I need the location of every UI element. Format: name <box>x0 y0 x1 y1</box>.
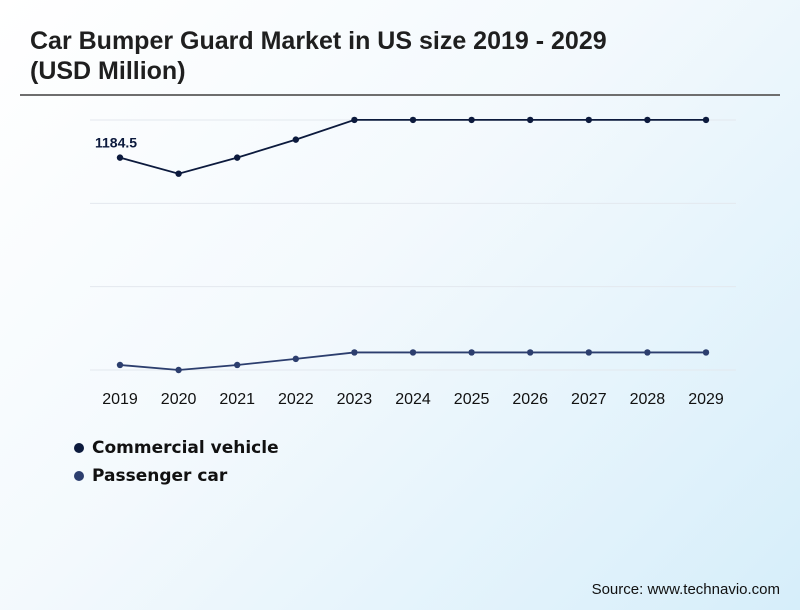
x-tick-label: 2021 <box>219 391 255 408</box>
x-tick-label: 2022 <box>278 391 314 408</box>
data-label: 1184.5 <box>95 135 137 151</box>
data-point <box>351 349 358 356</box>
data-point <box>585 349 592 356</box>
legend-item: Commercial vehicle <box>74 434 279 462</box>
data-point <box>644 349 651 356</box>
data-point <box>585 116 592 124</box>
x-tick-label: 2023 <box>337 391 373 408</box>
legend-marker-icon <box>74 471 84 481</box>
data-point <box>409 349 417 356</box>
data-point <box>292 136 299 143</box>
data-point <box>468 349 475 356</box>
data-point <box>527 116 534 124</box>
data-point <box>702 349 710 356</box>
data-point <box>116 361 124 369</box>
data-point <box>175 366 182 374</box>
line-chart: 2019 2020 2021 2022 2023 2024 2025 2026 2027 2028… <box>90 116 736 408</box>
x-tick-label: 2020 <box>161 391 197 408</box>
data-point <box>175 170 182 177</box>
data-point <box>292 355 299 363</box>
data-point <box>116 154 124 161</box>
data-point <box>234 361 241 369</box>
x-tick-label: 2028 <box>630 391 666 408</box>
legend-label: Passenger car <box>92 466 228 486</box>
x-tick-label: 2025 <box>454 391 490 408</box>
data-point <box>702 116 710 124</box>
x-tick-label: 2029 <box>688 391 724 408</box>
series-line-commercial-vehicle <box>119 118 706 175</box>
data-point <box>409 116 417 124</box>
data-point <box>468 116 475 124</box>
chart-legend: Commercial vehicle Passenger car <box>74 434 279 490</box>
data-point <box>351 116 358 124</box>
source-note: Source: www.technavio.com <box>591 581 780 598</box>
legend-item: Passenger car <box>74 462 279 490</box>
x-tick-label: 2026 <box>512 391 548 408</box>
legend-marker-icon <box>74 443 84 453</box>
x-tick-label: 2019 <box>102 391 138 408</box>
chart-title: Car Bumper Guard Market in US size 2019 … <box>30 27 607 85</box>
data-point <box>527 349 534 356</box>
data-point <box>234 154 241 161</box>
x-tick-label: 2024 <box>395 391 431 408</box>
x-tick-label: 2027 <box>571 391 607 408</box>
data-point <box>644 116 651 124</box>
legend-label: Commercial vehicle <box>92 438 279 458</box>
title-divider <box>20 94 780 96</box>
